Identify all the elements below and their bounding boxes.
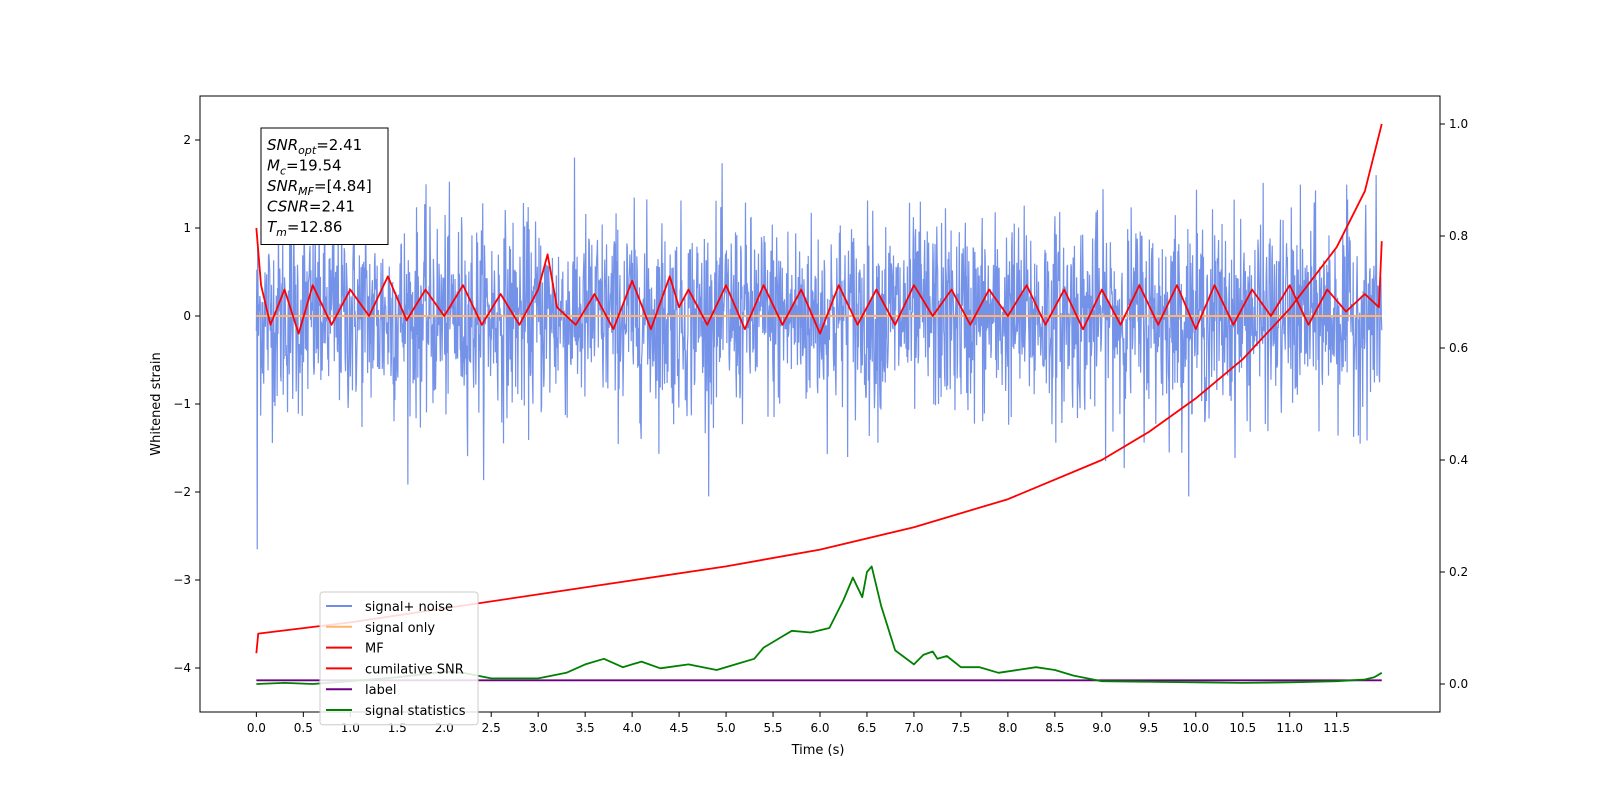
y-right-tick-label: 0.0	[1449, 677, 1468, 691]
y-left-tick-label: −1	[173, 397, 191, 411]
x-tick-label: 9.5	[1139, 721, 1158, 735]
annotation-box: SNRopt=2.41Mc=19.54SNRMF=[4.84]CSNR=2.41…	[260, 127, 389, 245]
annotation-line: Tm=12.86	[267, 218, 342, 239]
y-left-tick-label: −2	[173, 485, 191, 499]
y-axis-right-ticks: 1.0 0.8 0.6 0.4 0.2 0.0	[1440, 117, 1468, 691]
annotation-box-frame	[260, 127, 389, 245]
legend-entry-label: MF	[365, 642, 384, 657]
legend-entry-label: label	[365, 683, 396, 698]
y-left-tick-label: −4	[173, 661, 191, 675]
legend-entry-label: signal statistics	[365, 704, 466, 719]
legend-frame	[319, 591, 479, 726]
y-left-tick-label: −3	[173, 573, 191, 587]
y-left-tick-label: 0	[183, 309, 191, 323]
x-axis-label: Time (s)	[791, 743, 845, 758]
series-line-signal-statistics	[256, 565, 1383, 685]
x-tick-label: 7.0	[904, 721, 923, 735]
y-right-tick-label: 0.2	[1449, 565, 1468, 579]
x-tick-label: 5.0	[717, 721, 736, 735]
y-left-tick-label: 2	[183, 133, 191, 147]
x-tick-label: 11.0	[1276, 721, 1303, 735]
legend-entry-label: signal only	[365, 621, 435, 636]
series-line-signal-noise	[255, 157, 1383, 550]
x-tick-label: 0.5	[294, 721, 313, 735]
x-tick-label: 8.0	[998, 721, 1017, 735]
x-tick-label: 2.5	[482, 721, 501, 735]
x-tick-label: 5.5	[763, 721, 782, 735]
annotation-line: Mc=19.54	[267, 157, 342, 178]
legend-entry-label: cumilative SNR	[365, 662, 464, 677]
legend-entry-label: signal+ noise	[365, 600, 453, 615]
x-tick-label: 6.5	[857, 721, 876, 735]
annotation-line: CSNR=2.41	[267, 198, 355, 216]
x-tick-label: 6.0	[810, 721, 829, 735]
y-left-tick-label: 1	[183, 221, 191, 235]
y-right-tick-label: 1.0	[1449, 117, 1468, 131]
x-tick-label: 11.5	[1323, 721, 1350, 735]
x-tick-label: 3.5	[576, 721, 595, 735]
x-tick-label: 10.0	[1182, 721, 1209, 735]
annotation-line: SNRopt=2.41	[267, 136, 362, 157]
y-axis-label: Whitened strain	[149, 352, 164, 455]
y-right-tick-label: 0.8	[1449, 229, 1468, 243]
x-tick-label: 0.0	[247, 721, 266, 735]
y-right-tick-label: 0.6	[1449, 341, 1468, 355]
x-tick-label: 4.5	[670, 721, 689, 735]
y-right-tick-label: 0.4	[1449, 453, 1468, 467]
x-tick-label: 3.0	[529, 721, 548, 735]
y-axis-left-ticks: 2 1 0 −1 −2 −3 −4	[173, 133, 200, 675]
x-tick-label: 9.0	[1092, 721, 1111, 735]
series-line-mf	[255, 227, 1383, 335]
annotation-line: SNRMF=[4.84]	[267, 177, 372, 198]
x-tick-label: 10.5	[1229, 721, 1256, 735]
x-tick-label: 8.5	[1045, 721, 1064, 735]
x-tick-label: 4.0	[623, 721, 642, 735]
legend: signal+ noise signal only MF cumilative SNR…	[319, 591, 479, 726]
x-tick-label: 7.5	[951, 721, 970, 735]
